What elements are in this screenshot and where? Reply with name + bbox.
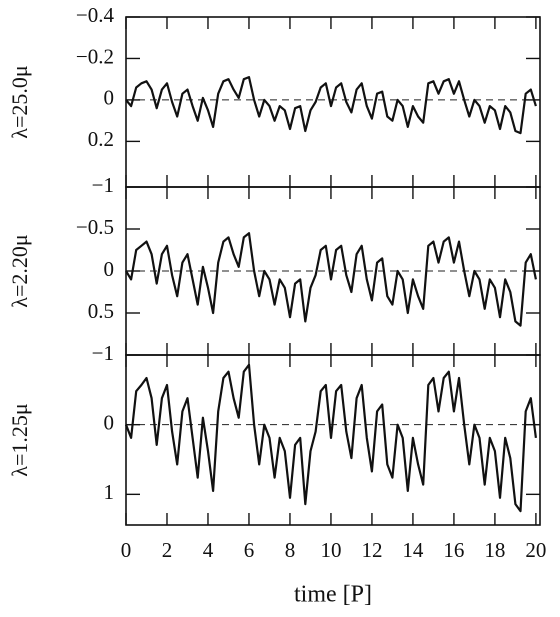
x-tick-label: 2 [162,538,173,562]
x-tick-label: 4 [203,538,214,562]
x-tick-label: 14 [402,538,424,562]
x-tick-label: 18 [484,538,505,562]
light-curve [124,363,537,513]
x-tick-label: 12 [361,538,382,562]
x-axis-label: time [P] [294,582,372,608]
y-tick-label: −1 [92,341,114,365]
y-axis-label: λ=1.25μ [7,403,32,476]
y-tick-label: −1 [92,173,114,197]
y-axis-label: λ=2.20μ [7,234,32,307]
light-curve [125,76,537,135]
y-tick-label: 0.5 [88,299,114,323]
x-tick-label: 0 [121,538,132,562]
x-tick-label: 8 [285,538,296,562]
y-axis-label: λ=25.0μ [7,65,32,138]
x-tick-label: 6 [244,538,255,562]
light-curve [125,232,537,327]
y-tick-label: −0.4 [76,3,115,27]
y-tick-label: 0 [104,257,115,281]
panel-frame [125,354,541,526]
x-tick-label: 20 [525,538,546,562]
y-tick-label: 0 [104,86,115,110]
y-tick-label: 0.2 [88,127,114,151]
x-tick-label: 10 [320,538,341,562]
x-tick-label: 16 [443,538,464,562]
y-tick-label: 0 [104,410,115,434]
y-tick-label: −0.5 [76,215,114,239]
y-tick-label: 1 [104,480,115,504]
y-tick-label: −0.2 [76,44,114,68]
